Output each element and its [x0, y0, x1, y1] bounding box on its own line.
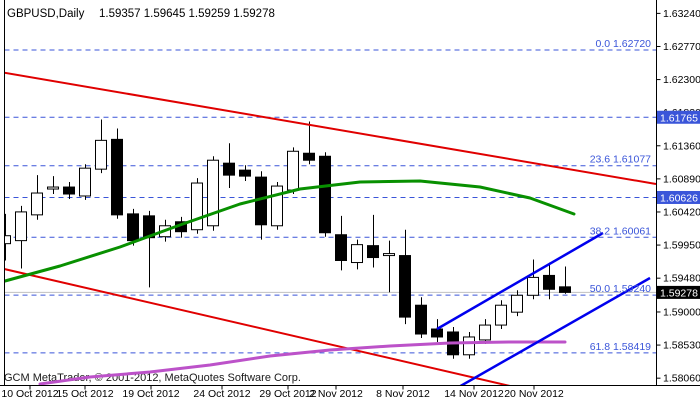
candle [271, 182, 283, 230]
candle [95, 119, 107, 174]
candle [543, 262, 555, 300]
fibonacci-labels: 0.0 1.62720 23.6 1.61077 38.2 1.60061 50.0 … [590, 38, 651, 353]
fib-level-label: 50.0 1.59240 [590, 283, 651, 295]
price-tick-label: 1.59480 [663, 273, 700, 285]
candle [287, 147, 299, 195]
price-tick-label: 1.58530 [663, 340, 700, 352]
candle [319, 152, 331, 237]
candle [527, 259, 539, 300]
candle [15, 205, 27, 269]
candle [111, 128, 123, 219]
candle [511, 290, 523, 317]
chart-frame [0, 0, 700, 386]
candle [351, 239, 363, 270]
price-tick-label: 1.63240 [663, 8, 700, 20]
price-tick-label: 1.62770 [663, 41, 700, 53]
date-tick-label: 14 Nov 2012 [444, 388, 504, 400]
svg-text:1.59278: 1.59278 [660, 287, 698, 299]
candle [255, 171, 267, 240]
candle [47, 176, 59, 195]
price-tick-label: 1.62300 [663, 74, 700, 86]
candle [63, 182, 75, 199]
candle [431, 319, 443, 342]
svg-text:1.60626: 1.60626 [660, 192, 698, 204]
candle [239, 165, 251, 182]
price-tick-label: 1.60420 [663, 206, 700, 218]
candle [415, 297, 427, 338]
candle [79, 164, 91, 200]
date-tick-label: 8 Nov 2012 [376, 388, 430, 400]
candle [223, 143, 235, 189]
candle [479, 319, 491, 344]
red-channel-lower-line[interactable] [0, 268, 511, 386]
candle [335, 215, 347, 271]
date-tick-label: 2 Nov 2012 [309, 388, 363, 400]
candle [383, 240, 395, 293]
candle [367, 214, 379, 268]
candle [559, 266, 571, 294]
candle [4, 213, 11, 261]
price-badge: 1.60626 [657, 190, 700, 204]
candle [463, 331, 475, 359]
candle [303, 121, 315, 165]
candle [31, 175, 43, 220]
date-tick-label: 10 Oct 2012 [1, 388, 58, 400]
blue-trend-upper-line[interactable] [436, 231, 604, 331]
date-tick-label: 15 Oct 2012 [56, 388, 113, 400]
price-badge: 1.61765 [657, 110, 700, 124]
chart-title-ohlc: 1.59357 1.59645 1.59259 1.59278 [99, 8, 275, 20]
price-tick-label: 1.59950 [663, 240, 700, 252]
fib-level-label: 61.8 1.58419 [590, 341, 651, 353]
price-tick-label: 1.61360 [663, 140, 700, 152]
price-badges: 1.61765 1.60626 1.59278 [657, 110, 700, 299]
blue-trend-lower-line[interactable] [457, 276, 651, 388]
fib-level-label: 23.6 1.61077 [590, 154, 651, 166]
date-tick-label: 24 Oct 2012 [193, 388, 250, 400]
candle [143, 210, 155, 288]
svg-text:1.61765: 1.61765 [660, 112, 698, 124]
date-tick-label: 19 Oct 2012 [122, 388, 179, 400]
fib-level-label: 0.0 1.62720 [596, 38, 652, 50]
candle [207, 156, 219, 231]
price-tick-label: 1.59000 [663, 306, 700, 318]
date-tick-label: 20 Nov 2012 [504, 388, 564, 400]
price-badge: 1.59278 [657, 285, 700, 299]
red-channel-upper-line[interactable] [0, 71, 657, 185]
fib-level-label: 38.2 1.60061 [590, 225, 651, 237]
candle [495, 300, 507, 330]
purple-moving-average-line[interactable] [38, 340, 567, 386]
indicator-lines-layer [0, 71, 657, 388]
price-tick-label: 1.60890 [663, 173, 700, 185]
price-tick-label: 1.58060 [663, 373, 700, 385]
copyright-label: GCM MetaTrader, © 2001-2012, MetaQuotes … [4, 372, 301, 384]
candles-layer [4, 119, 571, 359]
candle [127, 208, 139, 246]
date-tick-label: 29 Oct 2012 [259, 388, 316, 400]
green-moving-average-line[interactable] [4, 179, 576, 283]
candle [191, 178, 203, 234]
candle [399, 229, 411, 325]
chart-title-symbol: GBPUSD,Daily [7, 8, 85, 20]
